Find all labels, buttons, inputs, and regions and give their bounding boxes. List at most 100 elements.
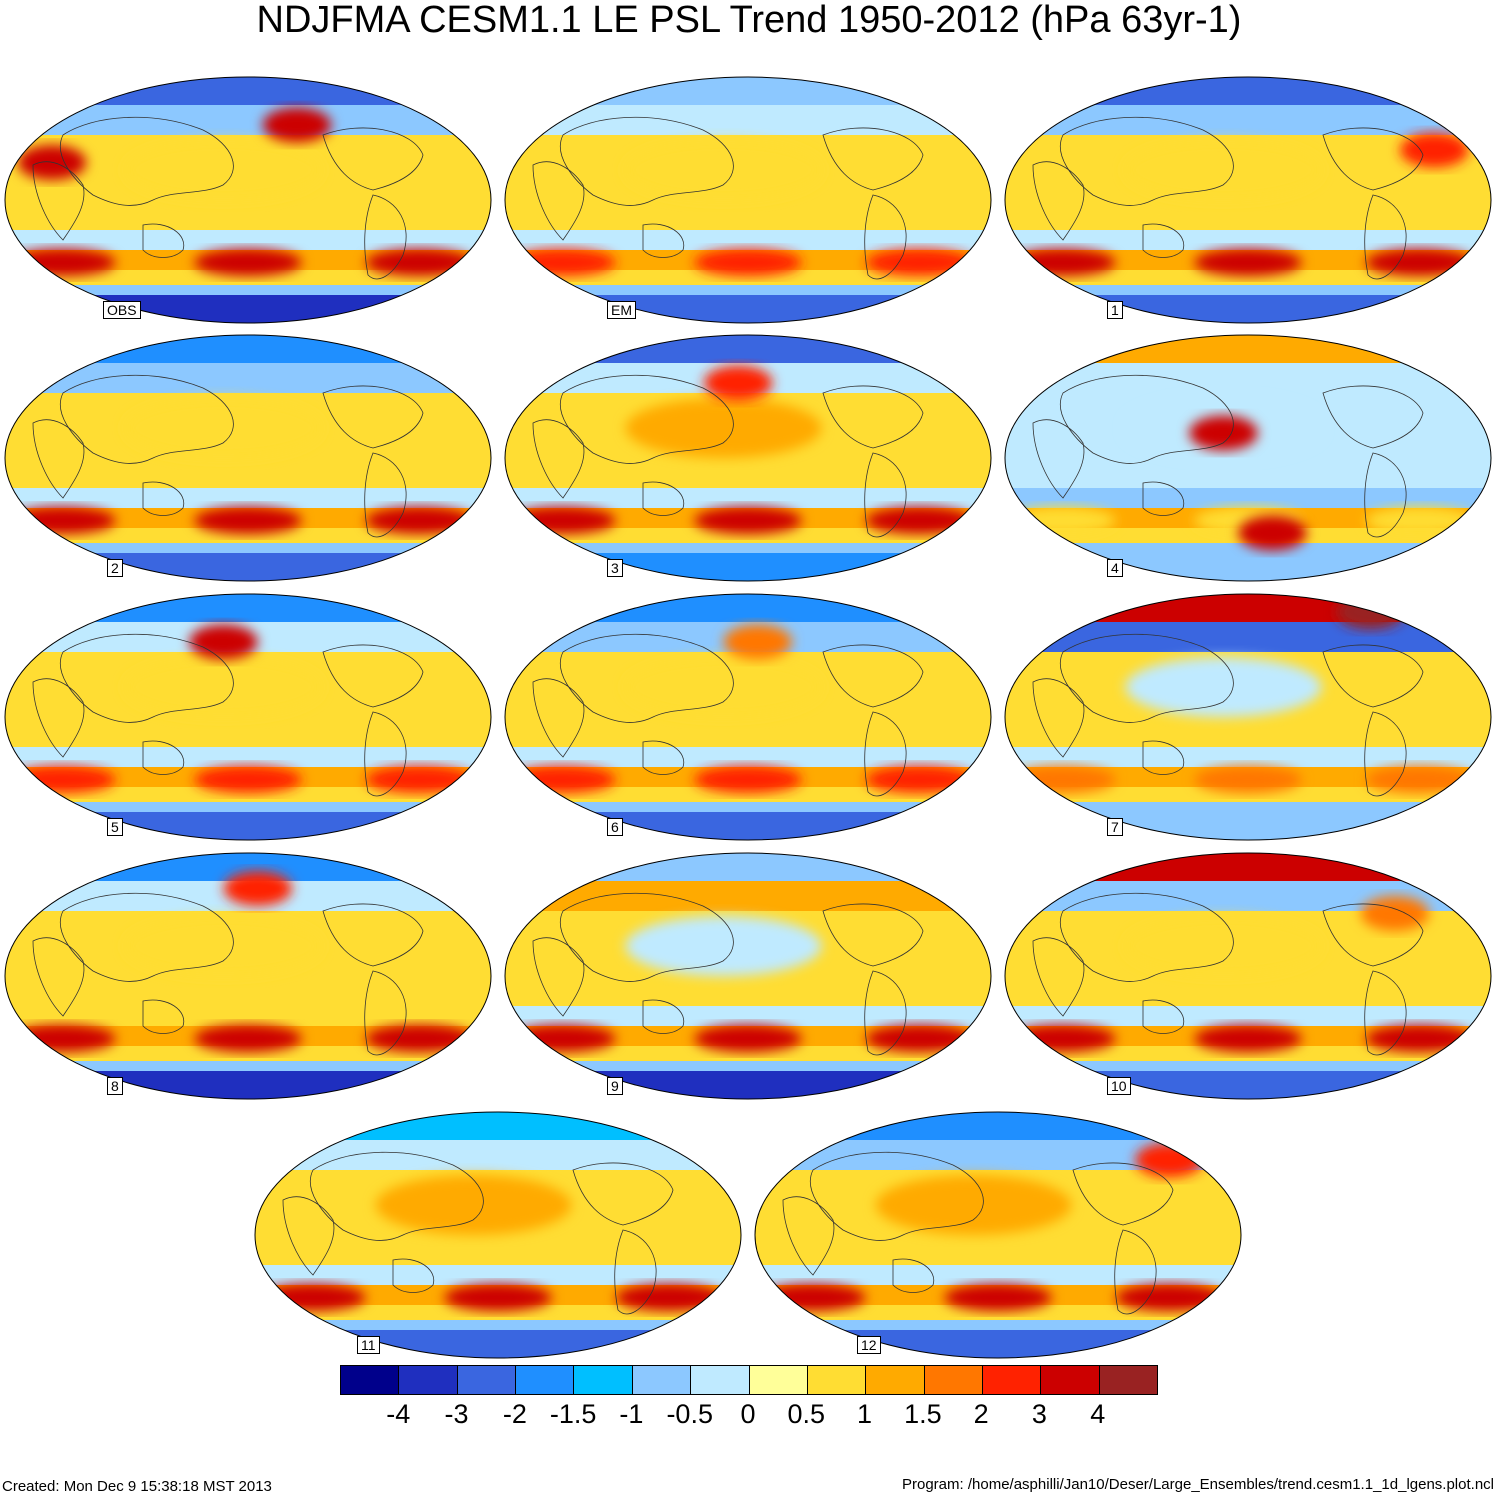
trend-band [5, 594, 491, 623]
panel-label: 11 [357, 1336, 380, 1354]
colorbar-swatch [982, 1366, 1042, 1394]
southern-high [1365, 248, 1474, 277]
colorbar-tick: 1.5 [904, 1399, 942, 1429]
trend-band [1005, 812, 1491, 840]
trend-band [5, 802, 491, 813]
trend-band [1005, 285, 1491, 296]
coastlines [32, 633, 424, 797]
southern-high [7, 506, 116, 535]
southern-high [694, 248, 802, 277]
southern-high [694, 1024, 802, 1053]
trend-band [755, 1112, 1241, 1141]
southern-high [7, 765, 116, 794]
trend-band [255, 1330, 741, 1358]
coastlines [532, 374, 924, 538]
trend-band [505, 295, 991, 323]
robinson-map [4, 334, 492, 582]
pacific-anomaly [625, 657, 822, 717]
panel-label: 10 [1107, 1077, 1131, 1095]
robinson-map [4, 852, 492, 1100]
trend-band [5, 363, 491, 394]
created-timestamp: Created: Mon Dec 9 15:38:18 MST 2013 [2, 1478, 272, 1495]
trend-band [505, 488, 991, 509]
map-panel-em: EM [503, 75, 993, 325]
trend-band [755, 1320, 1241, 1331]
colorbar-tick: 3 [1031, 1399, 1047, 1429]
trend-band [5, 543, 491, 554]
trend-band [255, 1112, 741, 1141]
map-panel-10: 10 [1003, 851, 1493, 1101]
map-panel-12: 12 [753, 1110, 1243, 1360]
colorbar-tick: -4 [386, 1399, 411, 1429]
trend-band [505, 230, 991, 251]
robinson-map [504, 334, 992, 582]
southern-high [444, 1283, 552, 1312]
trend-band [5, 787, 491, 803]
robinson-map [4, 593, 492, 841]
robinson-map [1004, 852, 1492, 1100]
trend-band [255, 1140, 741, 1171]
robinson-map [254, 1111, 742, 1359]
trend-band [1005, 594, 1491, 623]
panel-label: 1 [1107, 301, 1123, 319]
map-border [4, 593, 492, 841]
trend-band [505, 285, 991, 296]
trend-band [505, 802, 991, 813]
robinson-map [504, 76, 992, 324]
robinson-map [1004, 593, 1492, 841]
trend-band [5, 528, 491, 544]
trend-band [505, 747, 991, 768]
panel-label: 4 [1107, 559, 1123, 577]
pacific-anomaly [625, 140, 822, 200]
pacific-anomaly [125, 398, 322, 458]
trend-band [1005, 363, 1491, 394]
trend-band [505, 270, 991, 286]
southern-high [365, 1024, 474, 1053]
trend-band [505, 553, 991, 581]
southern-high [865, 248, 974, 277]
colorbar-swatch [516, 1366, 575, 1394]
trend-band [5, 295, 491, 323]
colorbar-tick: -1 [619, 1399, 644, 1429]
southern-high [944, 1283, 1052, 1312]
trend-band [1005, 1046, 1491, 1062]
pacific-anomaly [1125, 657, 1322, 717]
colorbar-swatch [632, 1366, 692, 1394]
panel-label: 7 [1107, 818, 1123, 836]
trend-band [505, 528, 991, 544]
coastlines [532, 116, 924, 280]
map-border [4, 334, 492, 582]
trend-band [5, 77, 491, 106]
map-border [754, 1111, 1242, 1359]
trend-band [5, 1006, 491, 1027]
program-path: Program: /home/asphilli/Jan10/Deser/Larg… [902, 1476, 1494, 1493]
map-border [1004, 593, 1492, 841]
colorbar-tick: 1 [857, 1399, 873, 1429]
trend-band [755, 1305, 1241, 1321]
map-border [504, 76, 992, 324]
southern-high [365, 248, 474, 277]
southern-high [507, 248, 616, 277]
panel-label: 8 [107, 1077, 123, 1095]
trend-band [1005, 543, 1491, 554]
trend-band [505, 335, 991, 364]
southern-high [615, 1283, 724, 1312]
trend-band [5, 812, 491, 840]
trend-band [255, 1305, 741, 1321]
panel-label: OBS [103, 301, 141, 319]
map-border [1004, 852, 1492, 1100]
robinson-map [504, 852, 992, 1100]
map-border [504, 852, 992, 1100]
map-border [504, 593, 992, 841]
pacific-anomaly [625, 398, 822, 458]
southern-high [1007, 765, 1116, 794]
southern-high [257, 1283, 366, 1312]
southern-high [1007, 506, 1116, 535]
robinson-map [1004, 76, 1492, 324]
colorbar [340, 1365, 1158, 1395]
trend-band [255, 1265, 741, 1286]
map-border [1004, 76, 1492, 324]
southern-high [194, 765, 302, 794]
pacific-anomaly [375, 1175, 572, 1235]
trend-band [5, 1071, 491, 1099]
